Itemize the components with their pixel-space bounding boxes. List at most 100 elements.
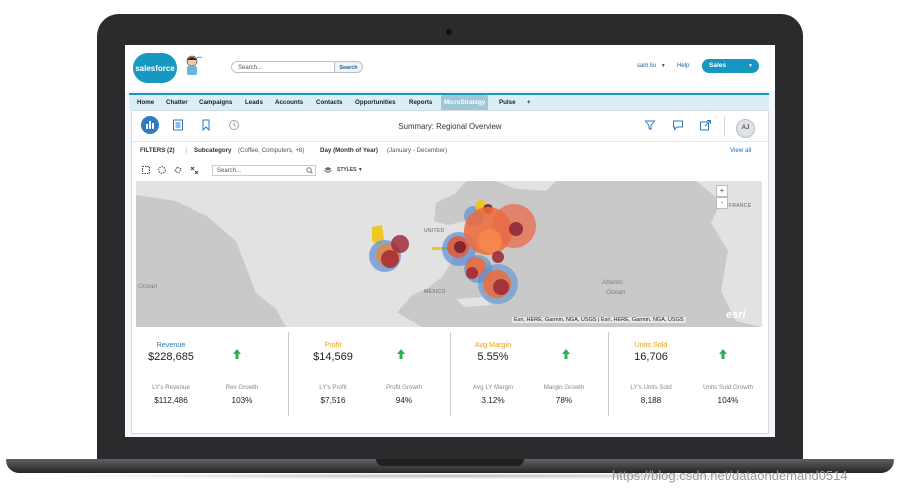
map-toolbar: Search... STYLES ▼	[132, 161, 768, 179]
laptop-notch	[376, 459, 524, 466]
filters-label[interactable]: FILTERS (2)	[140, 147, 175, 154]
map-search-input[interactable]: Search...	[212, 165, 316, 176]
history-icon[interactable]	[228, 119, 240, 131]
tab-accounts[interactable]: Accounts	[275, 99, 304, 106]
kpi-card-revenue: Revenue $228,685 LY's Revenue $112,486 R…	[132, 330, 290, 433]
rectangle-select-icon[interactable]	[142, 166, 150, 174]
tab-chatter[interactable]: Chatter	[166, 99, 188, 106]
kpi-growth-value: 94%	[395, 396, 413, 405]
map-bubble[interactable]	[492, 251, 504, 263]
tab-home[interactable]: Home	[137, 99, 155, 106]
global-search-input[interactable]: Search...	[231, 61, 335, 73]
bookmark-icon[interactable]	[200, 119, 212, 131]
map-bubble[interactable]	[478, 229, 502, 253]
map-bubble[interactable]	[381, 250, 399, 268]
zoom-out-button[interactable]: -	[716, 197, 728, 209]
cuba-landmass	[422, 263, 442, 271]
central-america-landmass	[346, 309, 422, 327]
lasso-select-icon[interactable]	[174, 166, 182, 174]
styles-dropdown[interactable]: STYLES ▼	[337, 167, 363, 173]
map-label-atlantic: Atlantic	[602, 279, 624, 286]
tab-opportunities[interactable]: Opportunities	[355, 99, 396, 106]
map-label-ocean: Ocean	[606, 289, 626, 296]
filter-bar: FILTERS (2) | Subcategory (Coffee, Compu…	[132, 142, 768, 158]
filter-subcategory-name[interactable]: Subcategory	[194, 147, 232, 154]
kpi-growth-label: Rev Growth	[225, 384, 259, 391]
map-bubble[interactable]	[509, 222, 523, 236]
kpi-ly-value: $7,516	[320, 396, 346, 405]
clear-selection-icon[interactable]	[190, 166, 199, 174]
north-america-landmass	[136, 181, 472, 327]
bubble-map[interactable]: UNITED MÉXICO FRANCE Atlantic Ocean Ocea…	[136, 181, 762, 327]
zoom-in-button[interactable]: +	[716, 185, 728, 197]
circle-select-icon[interactable]	[158, 166, 166, 174]
filter-day-value: (January - December)	[387, 147, 448, 154]
arrow-up-icon	[233, 349, 241, 359]
kpi-ly-value: 8,188	[640, 396, 662, 405]
caribbean-landmass	[456, 297, 492, 307]
kpi-divider	[288, 332, 289, 416]
styles-label: STYLES	[337, 167, 357, 173]
toolbar-divider	[724, 116, 725, 136]
map-label-pacific-ocean: Ocean	[138, 283, 158, 290]
filter-day-name[interactable]: Day (Month of Year)	[320, 147, 378, 154]
user-name: sam liu	[637, 63, 657, 69]
avatar[interactable]: AJ	[736, 119, 755, 138]
help-link[interactable]: Help	[677, 63, 690, 69]
salesforce-logo[interactable]: salesforce	[133, 53, 177, 83]
laptop-shadow	[40, 473, 860, 479]
kpi-ly-label: Avg LY Margin	[473, 384, 513, 391]
view-all-link[interactable]: View all	[730, 147, 752, 154]
tab-reports[interactable]: Reports	[409, 99, 433, 106]
dashboard-panel: Summary: Regional Overview AJ FILTERS (2…	[131, 110, 769, 434]
kpi-value: $228,685	[148, 351, 194, 363]
tab-leads[interactable]: Leads	[245, 99, 263, 106]
map-label-france: FRANCE	[729, 203, 752, 209]
app-switcher[interactable]: Sales ▼	[702, 59, 759, 73]
map-bubble[interactable]	[493, 279, 509, 295]
kpi-divider	[608, 332, 609, 416]
map-attribution: Esri, HERE, Garmin, NGA, USGS | Esri, HE…	[512, 317, 686, 323]
search-button[interactable]: Search	[335, 61, 363, 73]
kpi-ly-label: LY's Revenue	[152, 384, 190, 391]
kpi-ly-label: LY's Units Sold	[630, 384, 672, 391]
list-icon[interactable]	[172, 119, 184, 131]
chevron-down-icon: ▼	[357, 167, 363, 173]
mascot-icon	[186, 55, 203, 75]
tab-pulse[interactable]: Pulse	[499, 99, 516, 106]
kpi-growth-label: Units Sold Growth	[703, 384, 753, 391]
kpi-growth-value: 78%	[555, 396, 573, 405]
kpi-ly-value: 3.12%	[481, 396, 505, 405]
kpi-value: 5.55%	[477, 351, 509, 363]
kpi-ly-value: $112,486	[154, 396, 188, 405]
tab-add[interactable]: +	[527, 99, 531, 106]
search-icon[interactable]	[306, 167, 313, 174]
user-menu[interactable]: sam liu ▼	[637, 63, 666, 69]
dashboard-toolbar: Summary: Regional Overview AJ	[132, 111, 768, 142]
kpi-growth-label: Profit Growth	[385, 384, 423, 391]
kpi-growth-value: 104%	[717, 396, 739, 405]
kpi-value: 16,706	[634, 351, 668, 363]
comment-icon[interactable]	[672, 119, 684, 131]
map-bubble[interactable]	[466, 267, 478, 279]
filter-icon[interactable]	[644, 119, 656, 131]
nav-tab-bar: Home Chatter Campaigns Leads Accounts Co…	[129, 93, 769, 110]
kpi-divider	[450, 332, 451, 416]
share-icon[interactable]	[699, 119, 712, 131]
tab-microstrategy[interactable]: MicroStrategy	[441, 95, 489, 110]
map-bubble[interactable]	[391, 235, 409, 253]
kpi-ly-label: LY's Profit	[319, 384, 347, 391]
map-canvas	[136, 181, 762, 327]
tab-campaigns[interactable]: Campaigns	[199, 99, 233, 106]
kpi-title: Units Sold	[634, 340, 668, 349]
tab-contacts[interactable]: Contacts	[316, 99, 343, 106]
layers-icon[interactable]	[324, 166, 332, 174]
filter-subcategory-value: (Coffee, Computers, +8)	[238, 147, 305, 154]
kpi-value: $14,569	[313, 351, 353, 363]
laptop-base	[6, 459, 894, 473]
chevron-down-icon: ▼	[748, 63, 753, 69]
salesforce-header: salesforce Search... Search sam liu ▼ He…	[125, 45, 775, 91]
map-bubble[interactable]	[454, 241, 466, 253]
dashboard-icon[interactable]	[141, 116, 159, 134]
dashboard-title: Summary: Regional Overview	[398, 122, 502, 131]
